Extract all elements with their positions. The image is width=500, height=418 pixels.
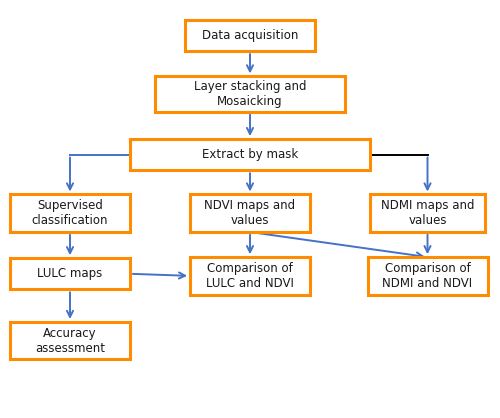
Text: Layer stacking and
Mosaicking: Layer stacking and Mosaicking [194, 80, 306, 108]
Text: Accuracy
assessment: Accuracy assessment [35, 327, 105, 354]
FancyBboxPatch shape [190, 194, 310, 232]
FancyBboxPatch shape [10, 258, 130, 289]
FancyBboxPatch shape [368, 257, 488, 295]
FancyBboxPatch shape [10, 194, 130, 232]
Text: Comparison of
LULC and NDVI: Comparison of LULC and NDVI [206, 262, 294, 290]
FancyBboxPatch shape [185, 20, 315, 51]
Text: Data acquisition: Data acquisition [202, 29, 298, 42]
FancyBboxPatch shape [155, 76, 345, 112]
FancyBboxPatch shape [10, 322, 130, 359]
FancyBboxPatch shape [370, 194, 485, 232]
FancyBboxPatch shape [190, 257, 310, 295]
Text: Extract by mask: Extract by mask [202, 148, 298, 161]
Text: Supervised
classification: Supervised classification [32, 199, 108, 227]
FancyBboxPatch shape [130, 139, 370, 171]
Text: LULC maps: LULC maps [38, 267, 102, 280]
Text: NDMI maps and
values: NDMI maps and values [381, 199, 474, 227]
Text: NDVI maps and
values: NDVI maps and values [204, 199, 296, 227]
Text: Comparison of
NDMI and NDVI: Comparison of NDMI and NDVI [382, 262, 472, 290]
